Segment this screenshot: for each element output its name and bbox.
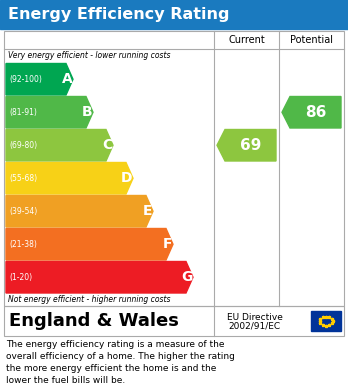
Text: B: B (82, 105, 92, 119)
Text: D: D (121, 171, 133, 185)
Text: The energy efficiency rating is a measure of the
overall efficiency of a home. T: The energy efficiency rating is a measur… (6, 340, 235, 386)
Text: Energy Efficiency Rating: Energy Efficiency Rating (8, 7, 229, 22)
Bar (4, 306, 344, 336)
Polygon shape (6, 97, 93, 128)
Polygon shape (6, 63, 73, 95)
Text: (1-20): (1-20) (9, 273, 32, 282)
Text: F: F (162, 237, 172, 251)
Text: (21-38): (21-38) (9, 240, 37, 249)
Polygon shape (6, 228, 173, 260)
Text: (69-80): (69-80) (9, 141, 37, 150)
Text: (55-68): (55-68) (9, 174, 37, 183)
Text: E: E (142, 204, 152, 218)
Polygon shape (217, 129, 276, 161)
Polygon shape (6, 196, 153, 227)
Text: Very energy efficient - lower running costs: Very energy efficient - lower running co… (8, 51, 171, 60)
Text: 2002/91/EC: 2002/91/EC (228, 321, 280, 330)
Text: Current: Current (228, 35, 265, 45)
Bar (4, 31, 344, 306)
Polygon shape (6, 129, 113, 161)
Bar (0, 0, 348, 29)
Text: Not energy efficient - higher running costs: Not energy efficient - higher running co… (8, 295, 171, 304)
Text: G: G (181, 270, 193, 284)
Text: (39-54): (39-54) (9, 207, 37, 216)
Text: 86: 86 (305, 105, 326, 120)
Text: Potential: Potential (290, 35, 333, 45)
Text: England & Wales: England & Wales (9, 312, 179, 330)
Polygon shape (282, 97, 341, 128)
Polygon shape (6, 163, 133, 194)
Bar (311, 311, 341, 331)
Text: 69: 69 (240, 138, 261, 153)
Text: (81-91): (81-91) (9, 108, 37, 117)
Text: A: A (62, 72, 72, 86)
Polygon shape (6, 262, 193, 293)
Text: EU Directive: EU Directive (227, 312, 283, 321)
Text: C: C (102, 138, 112, 152)
Text: (92-100): (92-100) (9, 75, 42, 84)
